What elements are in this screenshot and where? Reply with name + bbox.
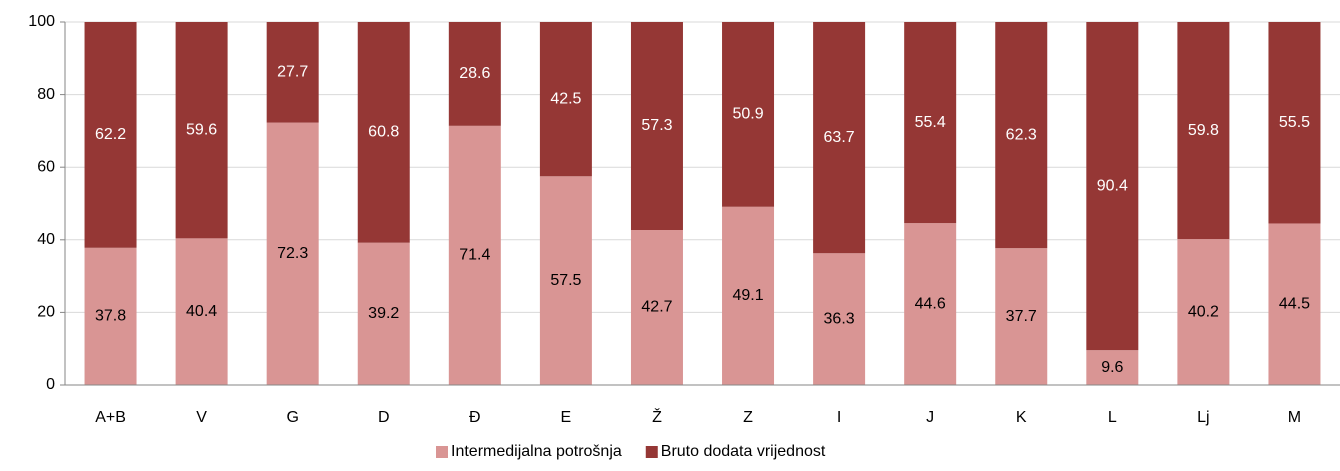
data-label: 36.3 <box>824 310 855 327</box>
data-label: 90.4 <box>1097 177 1128 194</box>
x-tick-label: Ž <box>652 407 662 426</box>
bar-segment <box>813 253 866 385</box>
data-label: 62.3 <box>1006 126 1037 143</box>
bar-segment <box>630 22 683 230</box>
x-tick-label: G <box>286 409 298 426</box>
data-label: 59.8 <box>1188 122 1219 139</box>
bar-segment <box>1268 223 1321 385</box>
data-label: 9.6 <box>1101 359 1123 376</box>
bar-segment <box>813 22 866 254</box>
data-label: 44.5 <box>1279 295 1310 312</box>
bar-segment <box>722 206 775 385</box>
data-label: 57.5 <box>550 272 581 289</box>
bar-segment <box>266 22 319 123</box>
bar-segment <box>904 22 957 224</box>
data-label: 57.3 <box>641 117 672 134</box>
data-label: 40.4 <box>186 303 217 320</box>
data-label: 28.6 <box>459 65 490 82</box>
bar-segment <box>1086 350 1139 385</box>
bar-segment <box>1177 22 1230 240</box>
data-label: 40.2 <box>1188 303 1219 320</box>
bar-segment <box>995 248 1048 385</box>
legend-swatch <box>645 446 658 458</box>
data-label: 49.1 <box>732 287 763 304</box>
bar-segment <box>1086 22 1139 351</box>
bar-segment <box>357 22 410 243</box>
y-tick-label: 100 <box>28 13 55 30</box>
data-label: 72.3 <box>277 245 308 262</box>
legend-label: Bruto dodata vrijednost <box>661 443 826 460</box>
data-label: 50.9 <box>732 106 763 123</box>
bar-segment <box>357 242 410 385</box>
x-tick-label: E <box>561 409 572 426</box>
data-label: 71.4 <box>459 247 490 264</box>
x-tick-label: V <box>196 409 207 426</box>
bar-segment <box>175 22 228 239</box>
bar-segment <box>904 223 957 385</box>
bar-segment <box>1177 239 1230 385</box>
data-label: 37.7 <box>1006 308 1037 325</box>
data-label: 63.7 <box>824 129 855 146</box>
bar-segment <box>175 238 228 385</box>
x-tick-label: K <box>1016 409 1027 426</box>
data-label: 59.6 <box>186 121 217 138</box>
data-label: 42.5 <box>550 90 581 107</box>
bar-segment <box>84 22 137 248</box>
y-tick-label: 0 <box>46 376 55 393</box>
bar-segment <box>722 22 775 207</box>
data-label: 60.8 <box>368 124 399 141</box>
x-tick-label: I <box>837 409 841 426</box>
bar-segment <box>995 22 1048 249</box>
x-tick-label: Đ <box>469 409 481 426</box>
data-label: 27.7 <box>277 63 308 80</box>
y-tick-label: 60 <box>37 158 55 175</box>
data-label: 42.7 <box>641 299 672 316</box>
x-tick-label: Lj <box>1197 409 1209 426</box>
bar-segment <box>630 229 683 385</box>
data-label: 37.8 <box>95 308 126 325</box>
x-tick-label: M <box>1288 409 1301 426</box>
bar-segment <box>539 22 592 177</box>
legend-swatch <box>436 446 448 458</box>
data-label: 39.2 <box>368 305 399 322</box>
y-tick-label: 20 <box>37 304 55 321</box>
bar-segment <box>448 22 501 126</box>
bar-segment <box>1268 22 1321 224</box>
data-label: 55.5 <box>1279 114 1310 131</box>
x-tick-label: L <box>1108 409 1117 426</box>
bar-segment <box>266 122 319 386</box>
bar-segment <box>539 176 592 385</box>
bar-segment <box>448 125 501 386</box>
data-label: 55.4 <box>915 114 946 131</box>
x-tick-label: Z <box>743 409 753 426</box>
x-tick-label: A+B <box>95 409 126 426</box>
bar-segment <box>84 247 137 385</box>
data-label: 62.2 <box>95 126 126 143</box>
y-tick-label: 80 <box>37 86 55 103</box>
data-label: 44.6 <box>915 295 946 312</box>
x-tick-label: J <box>926 409 934 426</box>
x-tick-label: D <box>378 409 390 426</box>
legend-label: Intermedijalna potrošnja <box>451 443 622 460</box>
y-tick-label: 40 <box>37 231 55 248</box>
